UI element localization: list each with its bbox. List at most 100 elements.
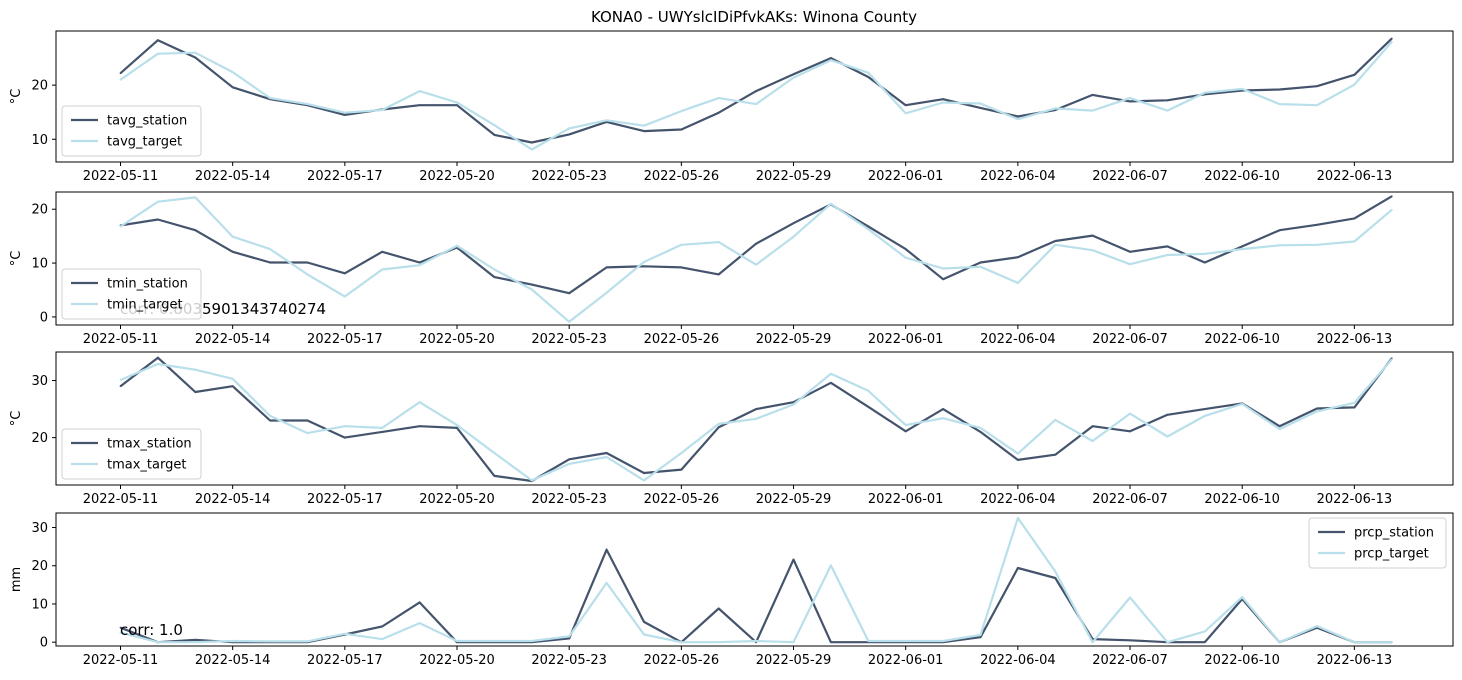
panel-2: 2022-05-11 2022-05-14 2022-05-17 2022-05-20…: [9, 191, 1454, 347]
data-point-tmax_station: [568, 458, 571, 461]
data-point-tavg_target: [530, 148, 533, 151]
x-tick-label: 2022-05-26: [644, 169, 720, 184]
data-point-prcp_target: [755, 640, 758, 642]
data-point-tavg_station: [568, 133, 571, 136]
plot-frame: [55, 512, 1454, 647]
x-tick-label: 2022-06-01: [868, 169, 944, 184]
data-point-tmin_station: [306, 261, 309, 264]
data-point-tmin_target: [1353, 240, 1356, 243]
data-point-tavg_target: [904, 112, 907, 115]
x-tick-label: 2022-05-26: [644, 332, 720, 347]
data-point-tavg_target: [269, 97, 271, 100]
data-point-tmin_station: [643, 265, 645, 268]
data-point-tmax_target: [1016, 452, 1019, 455]
data-point-tmax_station: [381, 431, 384, 433]
data-point-tavg_station: [1353, 73, 1356, 76]
legend: tmax_station tmax_target: [61, 428, 202, 480]
data-point-tmin_target: [867, 228, 870, 231]
x-tick-label: 2022-05-20: [419, 653, 495, 668]
data-point-tmin_target: [979, 265, 982, 268]
legend-box: [61, 428, 202, 480]
data-point-tmax_station: [1166, 413, 1169, 416]
data-point-tmax_target: [306, 432, 309, 434]
data-point-tavg_station: [343, 114, 346, 116]
series-line-prcp_station: [120, 548, 1392, 644]
data-point-tmin_target: [343, 295, 346, 298]
data-point-tavg_target: [194, 51, 197, 54]
data-point-tavg_station: [680, 128, 683, 131]
data-point-prcp_target: [867, 640, 870, 642]
data-point-prcp_target: [231, 640, 234, 642]
x-tick-label: 2022-06-10: [1204, 169, 1280, 184]
data-point-tmax_station: [1054, 453, 1057, 456]
x-tick-label: 2022-06-10: [1204, 653, 1280, 668]
data-point-tmax_station: [1091, 425, 1094, 428]
data-point-tmin_target: [680, 243, 683, 246]
panel-3: 2022-05-11 2022-05-14 2022-05-17 2022-05-20…: [9, 351, 1454, 507]
legend: tavg_station tavg_target: [61, 105, 202, 157]
data-point-tavg_target: [1278, 103, 1281, 105]
data-point-tavg_station: [1316, 85, 1318, 88]
data-point-tmin_target: [530, 288, 533, 291]
data-point-tavg_target: [792, 76, 795, 79]
data-point-tmax_station: [755, 408, 758, 410]
x-tick-label: 2022-06-04: [980, 653, 1056, 668]
data-point-tmax_station: [1278, 425, 1281, 428]
data-point-tavg_target: [1129, 97, 1131, 100]
data-point-prcp_station: [792, 558, 795, 561]
data-point-tmax_station: [792, 401, 795, 404]
data-point-tmin_target: [643, 261, 645, 263]
data-point-tmin_station: [979, 261, 982, 264]
data-point-tmin_station: [1166, 245, 1169, 248]
data-point-prcp_target: [1091, 641, 1094, 644]
data-point-tavg_target: [1316, 104, 1318, 107]
data-point-tmax_station: [493, 474, 496, 477]
data-point-tmax_target: [605, 456, 608, 458]
data-point-tmin_target: [156, 200, 159, 203]
x-tick-label: 2022-06-04: [980, 332, 1056, 347]
data-point-tmax_station: [904, 430, 907, 433]
data-point-tmin_target: [904, 256, 907, 259]
data-point-tmin_target: [1166, 254, 1169, 256]
data-point-tmin_station: [1091, 234, 1094, 237]
data-point-prcp_target: [1129, 596, 1131, 599]
data-point-tmax_station: [1316, 407, 1318, 410]
data-point-tmax_target: [1166, 435, 1169, 438]
data-point-tmax_station: [269, 419, 271, 422]
data-point-prcp_target: [942, 640, 944, 642]
data-point-tmin_station: [568, 292, 571, 295]
data-point-prcp_station: [979, 636, 982, 639]
data-point-prcp_target: [343, 632, 346, 635]
x-tick-label: 2022-06-07: [1092, 332, 1168, 347]
data-point-tavg_target: [493, 124, 496, 127]
data-point-tmin_target: [456, 244, 458, 247]
data-point-tavg_target: [942, 101, 944, 104]
data-point-prcp_target: [717, 641, 720, 644]
data-point-tmin_target: [1278, 244, 1281, 247]
x-tick-label: 2022-06-01: [868, 332, 944, 347]
data-point-prcp_target: [792, 641, 795, 644]
y-tick-label: 20: [31, 203, 48, 218]
data-point-prcp_station: [119, 626, 122, 629]
x-tick-label: 2022-05-11: [83, 169, 159, 184]
y-tick-label: 20: [31, 79, 48, 94]
data-point-tmax_target: [1353, 401, 1356, 404]
data-point-tmax_target: [680, 452, 683, 454]
data-point-tavg_target: [418, 90, 421, 92]
data-point-tavg_station: [1129, 100, 1131, 103]
data-point-tavg_target: [568, 127, 571, 130]
data-point-tmin_station: [717, 273, 720, 276]
x-tick-label: 2022-05-23: [531, 169, 607, 184]
x-tick-label: 2022-05-14: [195, 169, 271, 184]
data-point-tavg_station: [830, 57, 832, 59]
x-tick-label: 2022-05-14: [195, 653, 271, 668]
data-point-tmax_station: [605, 452, 608, 454]
x-tick-label: 2022-05-11: [83, 492, 159, 507]
data-point-tmax_station: [194, 391, 197, 393]
data-point-prcp_target: [568, 635, 571, 638]
data-point-tmax_target: [1129, 412, 1131, 415]
data-point-tmin_station: [194, 229, 197, 232]
data-point-tmin_station: [605, 266, 608, 269]
data-point-tmin_station: [755, 242, 758, 245]
x-tick-label: 2022-05-20: [419, 492, 495, 507]
